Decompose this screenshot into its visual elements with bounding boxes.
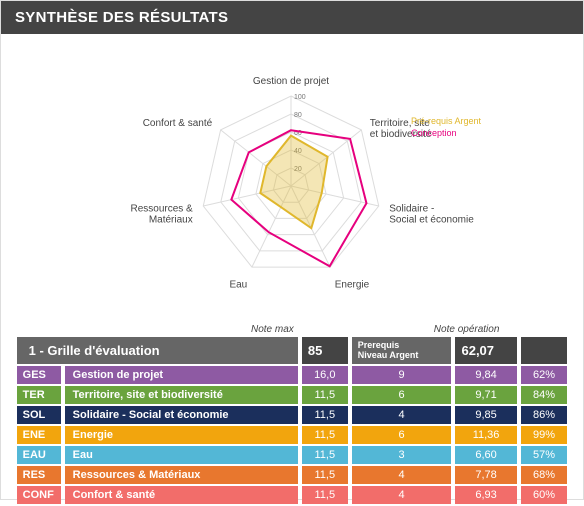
- radar-chart: 20406080100Gestion de projetTerritoire, …: [1, 34, 583, 324]
- row-label: Eau: [65, 446, 298, 464]
- caption-note-max: Note max: [251, 324, 294, 335]
- cell-pct: 57%: [521, 446, 568, 464]
- abbr: CONF: [17, 486, 61, 504]
- cell-op: 6,93: [455, 486, 516, 504]
- cell-op: 9,71: [455, 386, 516, 404]
- page: SYNTHÈSE DES RÉSULTATS 20406080100Gestio…: [0, 0, 584, 500]
- svg-text:100: 100: [294, 94, 306, 101]
- cell-max: 11,5: [302, 426, 348, 444]
- cell-prereq: 9: [352, 366, 452, 384]
- captions: Note max Note opération: [1, 324, 583, 335]
- cell-pct: 60%: [521, 486, 568, 504]
- cell-prereq: 3: [352, 446, 452, 464]
- abbr: ENE: [17, 426, 61, 444]
- abbr: GES: [17, 366, 61, 384]
- header-note-max: 85: [302, 337, 348, 364]
- cell-prereq: 4: [352, 486, 452, 504]
- cell-prereq: 6: [352, 426, 452, 444]
- radar-series: [231, 130, 366, 266]
- svg-text:Confort & santé: Confort & santé: [143, 118, 213, 129]
- svg-text:Pré-requis Argent: Pré-requis Argent: [411, 116, 482, 126]
- svg-text:Ressources &Matériaux: Ressources &Matériaux: [130, 203, 193, 225]
- abbr: SOL: [17, 406, 61, 424]
- cell-max: 11,5: [302, 486, 348, 504]
- cell-pct: 99%: [521, 426, 568, 444]
- row-label: Gestion de projet: [65, 366, 298, 384]
- header-empty: [521, 337, 568, 364]
- cell-max: 11,5: [302, 386, 348, 404]
- cell-pct: 86%: [521, 406, 568, 424]
- abbr: TER: [17, 386, 61, 404]
- cell-op: 6,60: [455, 446, 516, 464]
- cell-max: 16,0: [302, 366, 348, 384]
- svg-text:Gestion de projet: Gestion de projet: [253, 76, 329, 87]
- result-table: 1 - Grille d'évaluation 85 Prerequis Niv…: [13, 335, 572, 506]
- row-label: Energie: [65, 426, 298, 444]
- svg-text:Eau: Eau: [229, 279, 247, 290]
- cell-op: 9,85: [455, 406, 516, 424]
- caption-note-op: Note opération: [434, 324, 500, 335]
- table-row: GESGestion de projet16,099,84 62%: [17, 366, 568, 384]
- abbr: EAU: [17, 446, 61, 464]
- table-row: TERTerritoire, site et biodiversité11,56…: [17, 386, 568, 404]
- table-row: SOLSolidaire - Social et économie11,549,…: [17, 406, 568, 424]
- svg-text:Solidaire -Social et économie: Solidaire -Social et économie: [389, 203, 474, 225]
- page-title: SYNTHÈSE DES RÉSULTATS: [15, 9, 228, 26]
- row-label: Solidaire - Social et économie: [65, 406, 298, 424]
- cell-op: 7,78: [455, 466, 516, 484]
- svg-text:80: 80: [294, 112, 302, 119]
- cell-pct: 84%: [521, 386, 568, 404]
- cell-op: 11,36: [455, 426, 516, 444]
- table-title: 1 - Grille d'évaluation: [17, 337, 298, 364]
- cell-prereq: 6: [352, 386, 452, 404]
- table-row: EAUEau11,536,60 57%: [17, 446, 568, 464]
- row-label: Territoire, site et biodiversité: [65, 386, 298, 404]
- cell-pct: 62%: [521, 366, 568, 384]
- table-row: ENEEnergie11,5611,36 99%: [17, 426, 568, 444]
- radar-chart-wrap: 20406080100Gestion de projetTerritoire, …: [1, 34, 583, 324]
- row-label: Confort & santé: [65, 486, 298, 504]
- cell-prereq: 4: [352, 466, 452, 484]
- header-note-op: 62,07: [455, 337, 516, 364]
- svg-text:Conception: Conception: [411, 128, 457, 138]
- cell-max: 11,5: [302, 466, 348, 484]
- cell-max: 11,5: [302, 406, 348, 424]
- cell-pct: 68%: [521, 466, 568, 484]
- cell-max: 11,5: [302, 446, 348, 464]
- page-title-bar: SYNTHÈSE DES RÉSULTATS: [1, 1, 583, 34]
- row-label: Ressources & Matériaux: [65, 466, 298, 484]
- cell-op: 9,84: [455, 366, 516, 384]
- header-prereq: Prerequis Niveau Argent: [352, 337, 452, 364]
- abbr: RES: [17, 466, 61, 484]
- svg-text:Energie: Energie: [335, 279, 370, 290]
- table-row: RESRessources & Matériaux11,547,78 68%: [17, 466, 568, 484]
- table-row: CONFConfort & santé11,546,93 60%: [17, 486, 568, 504]
- cell-prereq: 4: [352, 406, 452, 424]
